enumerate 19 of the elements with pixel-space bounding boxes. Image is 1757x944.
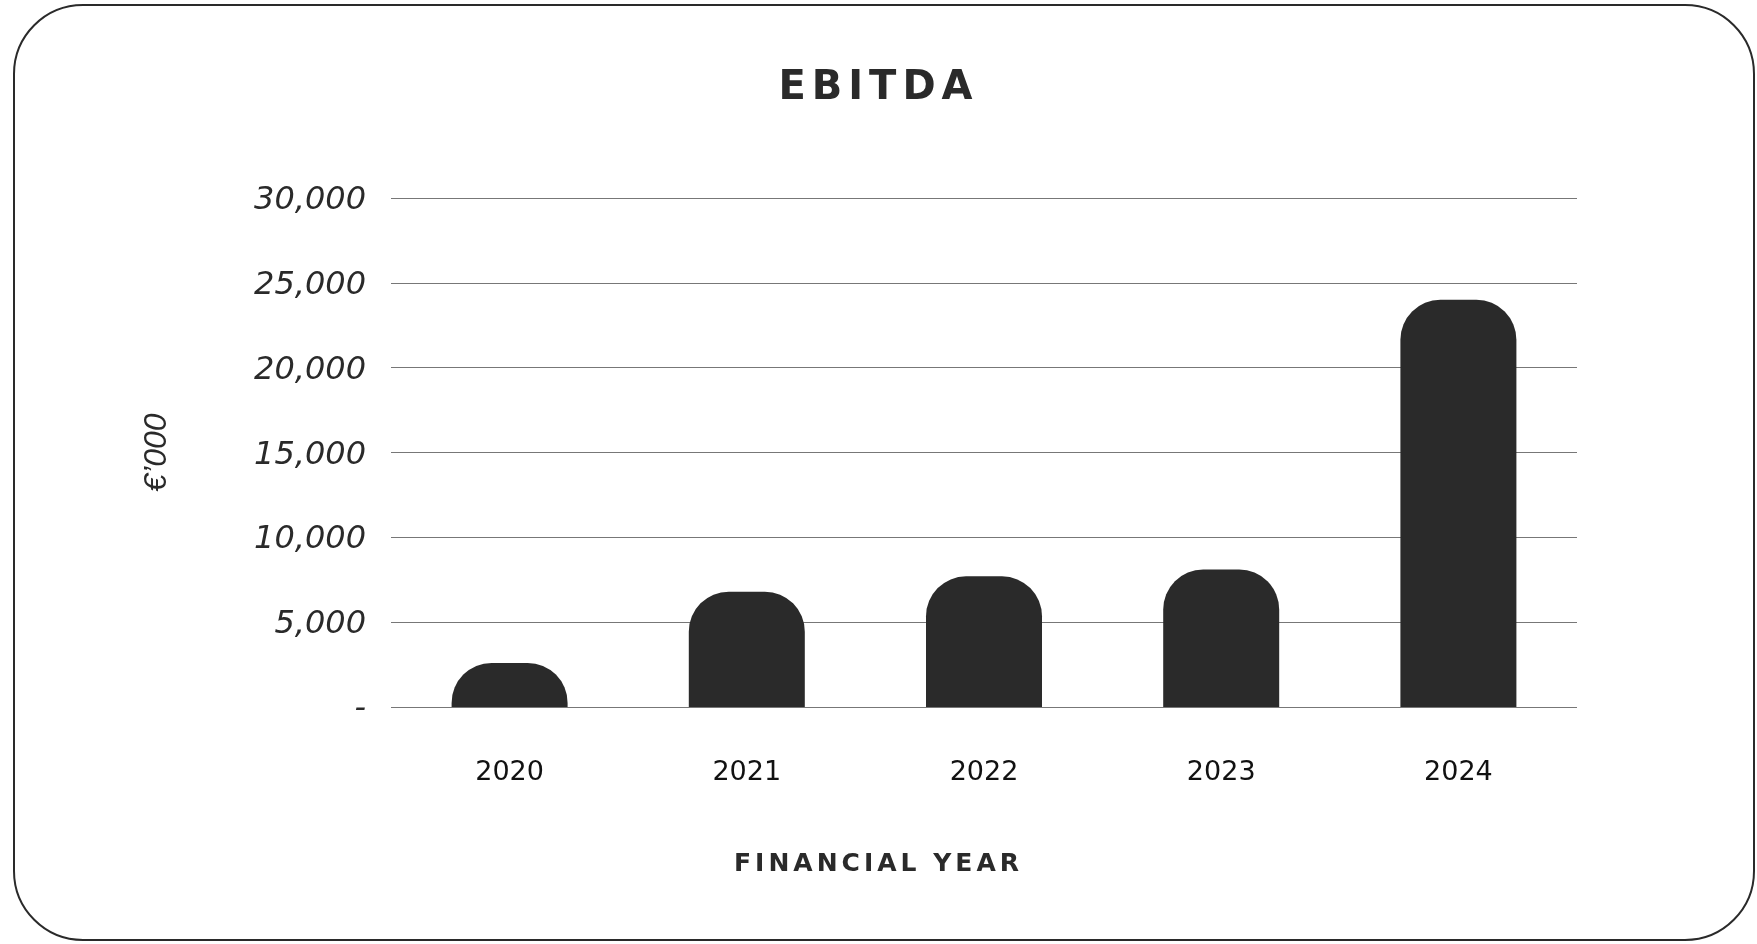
bar xyxy=(1400,299,1517,707)
x-tick-label: 2024 xyxy=(1424,755,1493,786)
y-tick-label: 15,000 xyxy=(254,433,366,472)
bar xyxy=(688,591,805,707)
x-tick-label: 2023 xyxy=(1186,755,1256,786)
x-tick-label: 2020 xyxy=(475,755,544,786)
y-tick-label: 20,000 xyxy=(254,348,366,387)
y-tick-label: 30,000 xyxy=(254,179,366,217)
y-tick-label: 5,000 xyxy=(274,603,366,642)
bar xyxy=(1163,569,1280,707)
y-tick-label: - xyxy=(354,688,366,726)
x-axis-title: FINANCIAL YEAR xyxy=(733,848,1024,877)
y-axis-title: €’000 xyxy=(137,413,173,492)
y-tick-label: 25,000 xyxy=(254,263,366,302)
bar xyxy=(926,576,1042,707)
chart-title: EBITDA xyxy=(777,62,980,108)
x-tick-label: 2021 xyxy=(712,755,782,786)
x-tick-label: 2022 xyxy=(949,755,1019,786)
y-tick-label: 10,000 xyxy=(254,518,366,557)
